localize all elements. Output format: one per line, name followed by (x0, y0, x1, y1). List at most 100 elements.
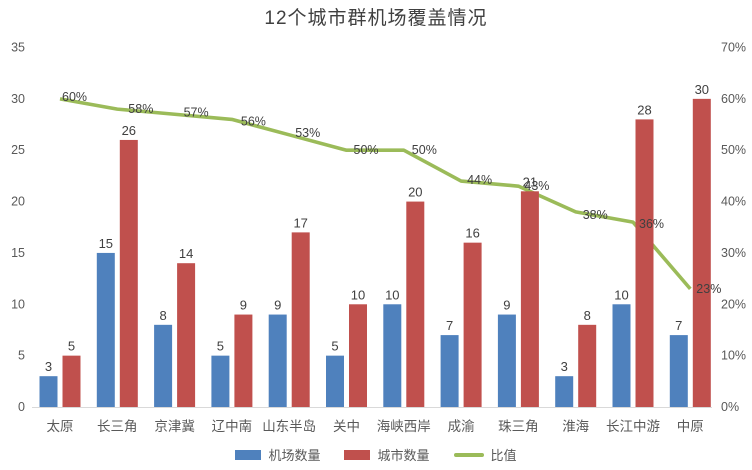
ratio-point-label: 56% (241, 114, 266, 128)
bar-value-label: 9 (274, 298, 281, 313)
ratio-point-label: 58% (128, 102, 153, 116)
airport-bar (39, 376, 58, 407)
legend-item-airport-count: 机场数量 (235, 445, 320, 464)
category-label: 山东半岛 (262, 419, 316, 434)
legend-label-ratio: 比值 (490, 448, 517, 463)
bar-value-label: 7 (446, 318, 453, 333)
bar-value-label: 5 (217, 339, 224, 354)
bar-value-label: 3 (45, 359, 52, 374)
ratio-point-label: 43% (524, 179, 549, 193)
city-bar (291, 232, 310, 407)
bar-value-label: 7 (675, 318, 682, 333)
bar-value-label: 15 (99, 236, 113, 251)
airport-bar (383, 304, 402, 407)
bar-value-label: 16 (465, 226, 479, 241)
bar-value-label: 8 (584, 308, 591, 323)
ratio-point-label: 60% (62, 90, 87, 104)
bar-value-label: 20 (408, 185, 422, 200)
airport-bar (669, 335, 688, 407)
city-bar (463, 242, 482, 407)
bar-value-label: 30 (695, 82, 709, 97)
left-axis-tick-label: 20 (11, 195, 25, 209)
city-bar (234, 314, 253, 407)
ratio-point-label: 57% (184, 105, 209, 119)
left-axis-tick-label: 35 (11, 41, 25, 55)
ratio-line (59, 97, 692, 291)
airport-series-swatch-icon (235, 449, 262, 460)
category-label: 长江中游 (606, 419, 660, 434)
right-axis-tick-label: 0% (721, 400, 739, 414)
airport-bar (440, 335, 459, 407)
ratio-point-label: 44% (467, 173, 492, 187)
airport-bar (612, 304, 631, 407)
airport-bar (96, 252, 115, 407)
city-bar (520, 191, 539, 407)
city-bar (119, 139, 138, 407)
airport-bar (211, 355, 230, 407)
bar-value-label: 8 (159, 308, 166, 323)
right-axis-tick-label: 60% (721, 92, 746, 106)
bar-value-label: 10 (385, 287, 399, 302)
right-axis-tick-label: 30% (721, 246, 746, 260)
left-axis-tick-label: 30 (11, 92, 25, 106)
ratio-point-label: 38% (583, 208, 608, 222)
right-axis-tick-label: 10% (721, 349, 746, 363)
airport-bar (326, 355, 344, 407)
legend: 机场数量 城市数量 比值 (0, 445, 752, 464)
ratio-point-label: 50% (412, 143, 437, 157)
category-label: 中原 (677, 419, 704, 434)
bar-value-label: 5 (331, 339, 338, 354)
bar-value-label: 3 (561, 359, 568, 374)
left-axis-tick-label: 5 (18, 349, 25, 363)
city-bar (62, 355, 81, 407)
bar-value-label: 9 (503, 298, 510, 313)
ratio-point-label: 53% (295, 126, 320, 140)
right-axis-tick-label: 50% (721, 143, 746, 157)
right-axis-tick-label: 70% (721, 41, 746, 55)
bar-value-label: 28 (637, 102, 651, 117)
airport-bar (555, 376, 574, 407)
category-label: 辽中南 (212, 419, 253, 434)
city-series-swatch-icon (344, 449, 371, 460)
ratio-point-label: 36% (639, 217, 664, 231)
category-label: 关中 (333, 419, 360, 434)
left-axis-tick-label: 25 (11, 143, 25, 157)
city-bar (349, 304, 367, 407)
left-axis-tick-label: 0 (18, 400, 25, 414)
right-axis-tick-label: 40% (721, 195, 746, 209)
category-label: 淮海 (562, 419, 589, 434)
bar-value-label: 10 (351, 287, 365, 302)
chart-title: 12个城市群机场覆盖情况 (264, 8, 488, 29)
airport-bar (497, 314, 516, 407)
ratio-point-label: 23% (696, 282, 721, 296)
bar-value-label: 21 (523, 174, 537, 189)
bar-value-label: 9 (240, 298, 247, 313)
category-label: 京津冀 (154, 419, 195, 434)
ratio-series-swatch-icon (453, 452, 484, 457)
legend-label-city-count: 城市数量 (377, 448, 430, 463)
bar-value-label: 26 (122, 123, 136, 138)
right-axis-tick-label: 20% (721, 297, 746, 311)
bar-value-label: 5 (68, 339, 75, 354)
legend-label-airport-count: 机场数量 (268, 448, 321, 463)
airport-bar (154, 324, 173, 407)
city-bar (635, 119, 654, 408)
legend-item-city-count: 城市数量 (344, 445, 430, 464)
bar-value-label: 14 (179, 246, 193, 261)
category-label: 海峡西岸 (377, 419, 431, 434)
category-label: 长三角 (97, 419, 138, 434)
category-label: 太原 (47, 419, 74, 434)
ratio-point-label: 50% (354, 143, 379, 157)
city-bar (692, 98, 711, 407)
city-bar (177, 263, 196, 407)
city-bar (406, 201, 425, 407)
left-axis-tick-label: 10 (11, 297, 25, 311)
category-label: 珠三角 (498, 419, 539, 434)
category-label: 成渝 (448, 419, 475, 434)
legend-item-ratio: 比值 (453, 445, 517, 464)
bar-value-label: 10 (614, 287, 628, 302)
left-axis-tick-label: 15 (11, 246, 25, 260)
bar-value-label: 17 (293, 215, 307, 230)
